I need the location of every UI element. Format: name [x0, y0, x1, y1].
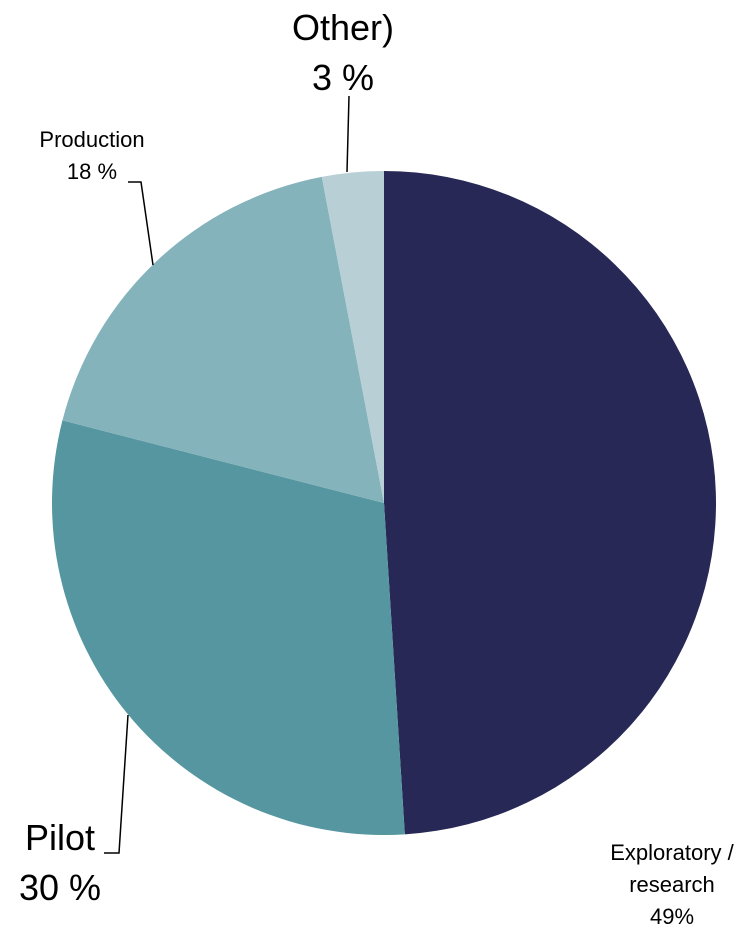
slices: [52, 171, 716, 835]
leader-line: [104, 714, 129, 854]
value-label: 49%: [649, 904, 695, 929]
slice-label: Pilot 30 %: [0, 813, 140, 913]
slice-label: Other) 3 %: [263, 3, 423, 103]
pie-slice: [384, 171, 716, 835]
slice-label: Exploratory / research 49%: [607, 837, 737, 933]
category-label: Other): [291, 7, 395, 48]
leader-lines: [104, 95, 350, 854]
value-label: 18 %: [66, 159, 118, 184]
value-label: 3 %: [311, 57, 375, 98]
category-label: Production: [39, 127, 145, 152]
category-label: Pilot: [24, 817, 96, 858]
value-label: 30 %: [18, 867, 102, 908]
pie-slice: [52, 420, 405, 835]
leader-line: [346, 95, 350, 173]
category-label: Exploratory / research: [610, 840, 734, 897]
pie-slice: [321, 171, 384, 503]
slice-label: Production 18 %: [12, 124, 172, 188]
pie-slice: [62, 176, 384, 504]
leader-line: [128, 181, 154, 266]
